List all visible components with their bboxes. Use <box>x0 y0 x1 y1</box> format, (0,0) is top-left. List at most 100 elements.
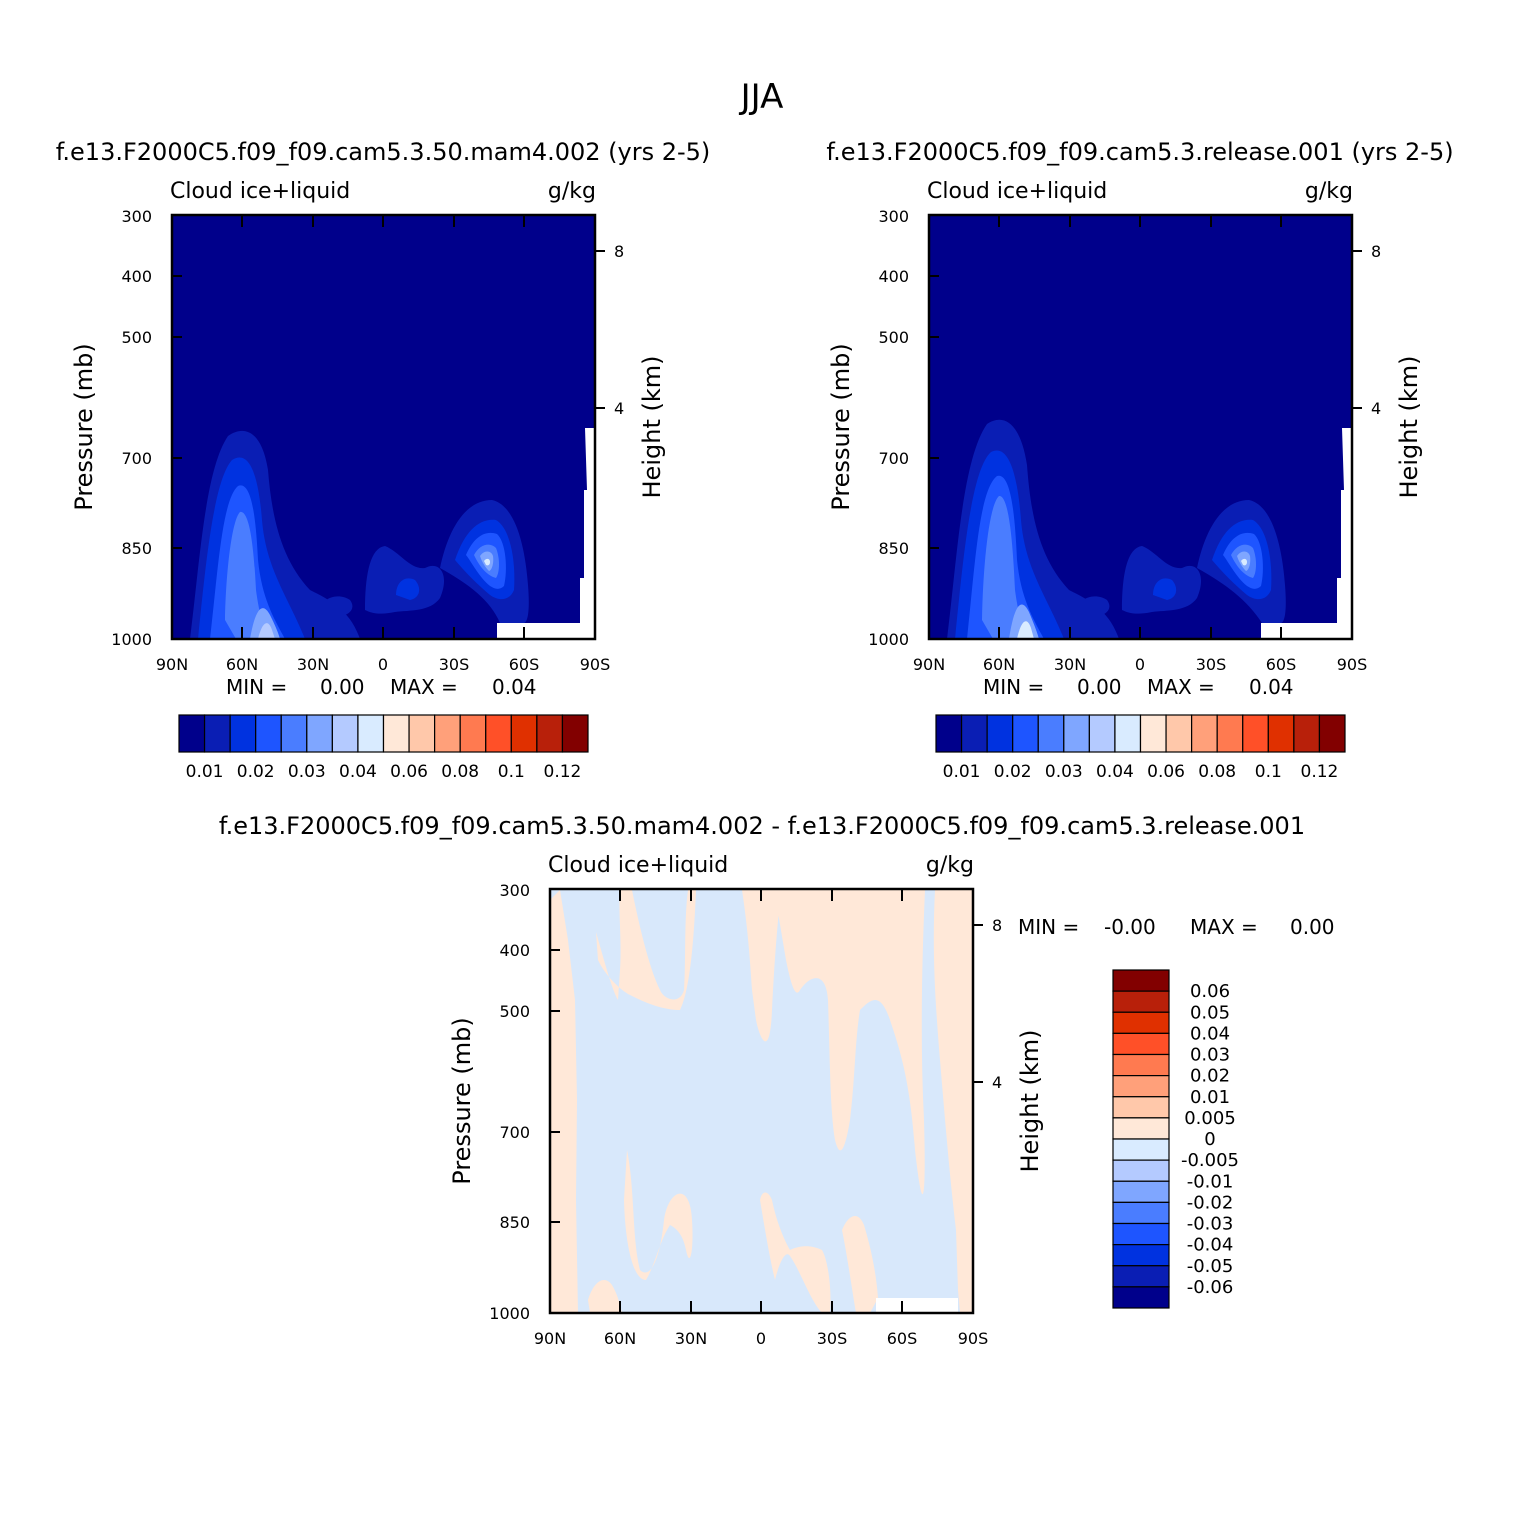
colorbar-label: 0.12 <box>544 762 582 782</box>
plot-area <box>548 887 975 1315</box>
contour-sh-6 <box>1241 558 1247 566</box>
x-tick-label: 90S <box>580 655 611 674</box>
y-right-tick-label: 8 <box>1371 242 1381 261</box>
min-label: MIN = <box>1018 915 1079 939</box>
colorbar-box <box>935 714 963 753</box>
x-tick-label: 90S <box>958 1329 989 1348</box>
colorbar-label: 0.1 <box>498 762 525 782</box>
colorbar-box <box>1267 714 1295 753</box>
colorbar-label: -0.03 <box>1187 1214 1234 1235</box>
panel-top-left: f.e13.F2000C5.f09_f09.cam5.3.50.mam4.002… <box>56 138 711 782</box>
contour-level-6 <box>258 623 275 639</box>
colorbar-diff: 0.060.050.040.030.020.010.0050-0.005-0.0… <box>1112 969 1239 1309</box>
colorbar-label: 0.02 <box>994 762 1032 782</box>
max-value: 0.00 <box>1290 915 1335 939</box>
x-tick-label: 30N <box>297 655 329 674</box>
contour-level-6 <box>1017 621 1034 639</box>
panel-title: f.e13.F2000C5.f09_f09.cam5.3.50.mam4.002… <box>219 812 1305 840</box>
colorbar-label: 0 <box>1204 1129 1215 1150</box>
x-tick-label: 30N <box>1054 655 1086 674</box>
colorbar-box <box>485 714 512 753</box>
variable-label: Cloud ice+liquid <box>927 179 1107 204</box>
missing-data <box>876 1298 958 1313</box>
colorbar-box <box>1112 1011 1170 1034</box>
colorbar-box <box>1216 714 1244 753</box>
units-label: g/kg <box>1305 179 1353 204</box>
colorbar-box <box>408 714 436 753</box>
x-tick-label: 90S <box>1337 655 1368 674</box>
colorbar-box <box>1114 714 1142 753</box>
colorbar-label: 0.03 <box>1190 1045 1230 1066</box>
colorbar-label: 0.12 <box>1301 762 1339 782</box>
colorbar-box <box>1112 1075 1170 1098</box>
max-value: 0.04 <box>1249 675 1294 699</box>
y-tick-label: 700 <box>878 449 909 468</box>
colorbar-box <box>1112 1159 1170 1182</box>
x-tick-label: 30S <box>817 1329 848 1348</box>
colorbar-label: 0.08 <box>441 762 479 782</box>
x-tick-label: 60N <box>604 1329 636 1348</box>
y-axis-left: 300 400 500 700 850 1000 Pressure (mb) <box>70 207 182 649</box>
y-axis-right: 8 4 Height (km) <box>973 916 1044 1172</box>
colorbar-box <box>1112 969 1170 992</box>
figure-title: JJA <box>739 77 784 117</box>
diff-positive-region <box>588 1280 622 1313</box>
y-right-axis-label: Height (km) <box>1395 356 1423 499</box>
colorbar-label: 0.05 <box>1190 1002 1230 1023</box>
y-tick-label: 400 <box>499 941 530 960</box>
variable-label: Cloud ice+liquid <box>548 853 728 878</box>
y-tick-label: 500 <box>121 328 152 347</box>
x-axis: 90N 60N 30N 0 30S 60S 90S <box>156 215 610 674</box>
colorbar-box <box>536 714 564 753</box>
x-axis: 90N 60N 30N 0 30S 60S 90S <box>913 215 1367 674</box>
colorbar-label: 0.02 <box>237 762 275 782</box>
contour-level-5 <box>250 608 280 639</box>
y-tick-label: 1000 <box>489 1304 530 1323</box>
colorbar-box <box>255 714 282 753</box>
colorbar-label: 0.1 <box>1255 762 1282 782</box>
x-tick-label: 60S <box>887 1329 918 1348</box>
y-tick-label: 300 <box>499 881 530 900</box>
y-tick-label: 400 <box>121 267 152 286</box>
colorbar-top-left: 0.01 0.02 0.03 0.04 0.06 0.08 0.1 0.12 <box>178 714 589 782</box>
contour-tropics-2 <box>396 578 420 600</box>
colorbar-label: 0.08 <box>1198 762 1236 782</box>
y-tick-label: 500 <box>878 328 909 347</box>
contour-sh-6 <box>484 558 490 566</box>
contour-tropics-2 <box>1153 578 1177 600</box>
colorbar-box <box>986 714 1014 753</box>
colorbar-box <box>1012 714 1039 753</box>
colorbar-label: 0.01 <box>1190 1087 1230 1108</box>
y-axis-label: Pressure (mb) <box>827 343 855 510</box>
y-axis-label: Pressure (mb) <box>448 1017 476 1184</box>
min-label: MIN = <box>983 675 1044 699</box>
y-tick-label: 300 <box>121 207 152 226</box>
y-tick-label: 1000 <box>111 630 152 649</box>
colorbar-label: 0.01 <box>186 762 224 782</box>
colorbar-label: 0.03 <box>288 762 326 782</box>
min-value: -0.00 <box>1104 915 1156 939</box>
colorbar-label: 0.04 <box>339 762 377 782</box>
y-tick-label: 400 <box>878 267 909 286</box>
x-tick-label: 30N <box>675 1329 707 1348</box>
colorbar-box <box>306 714 333 753</box>
colorbar-label: 0.01 <box>943 762 981 782</box>
max-label: MAX = <box>1190 915 1258 939</box>
min-value: 0.00 <box>320 675 365 699</box>
diff-positive-region <box>842 1215 878 1313</box>
colorbar-box <box>1112 1180 1170 1203</box>
colorbar-box <box>331 714 359 753</box>
colorbar-box <box>1112 1096 1170 1119</box>
contour-tropics-3 <box>320 596 353 616</box>
x-tick-label: 90N <box>156 655 188 674</box>
colorbar-label: 0.03 <box>1045 762 1083 782</box>
y-right-tick-label: 4 <box>992 1073 1002 1092</box>
y-tick-label: 500 <box>499 1002 530 1021</box>
colorbar-box <box>1112 1201 1170 1225</box>
y-ticks <box>550 949 560 1223</box>
x-tick-label: 30S <box>1196 655 1227 674</box>
y-tick-label: 1000 <box>868 630 909 649</box>
y-right-tick-label: 8 <box>614 242 624 261</box>
